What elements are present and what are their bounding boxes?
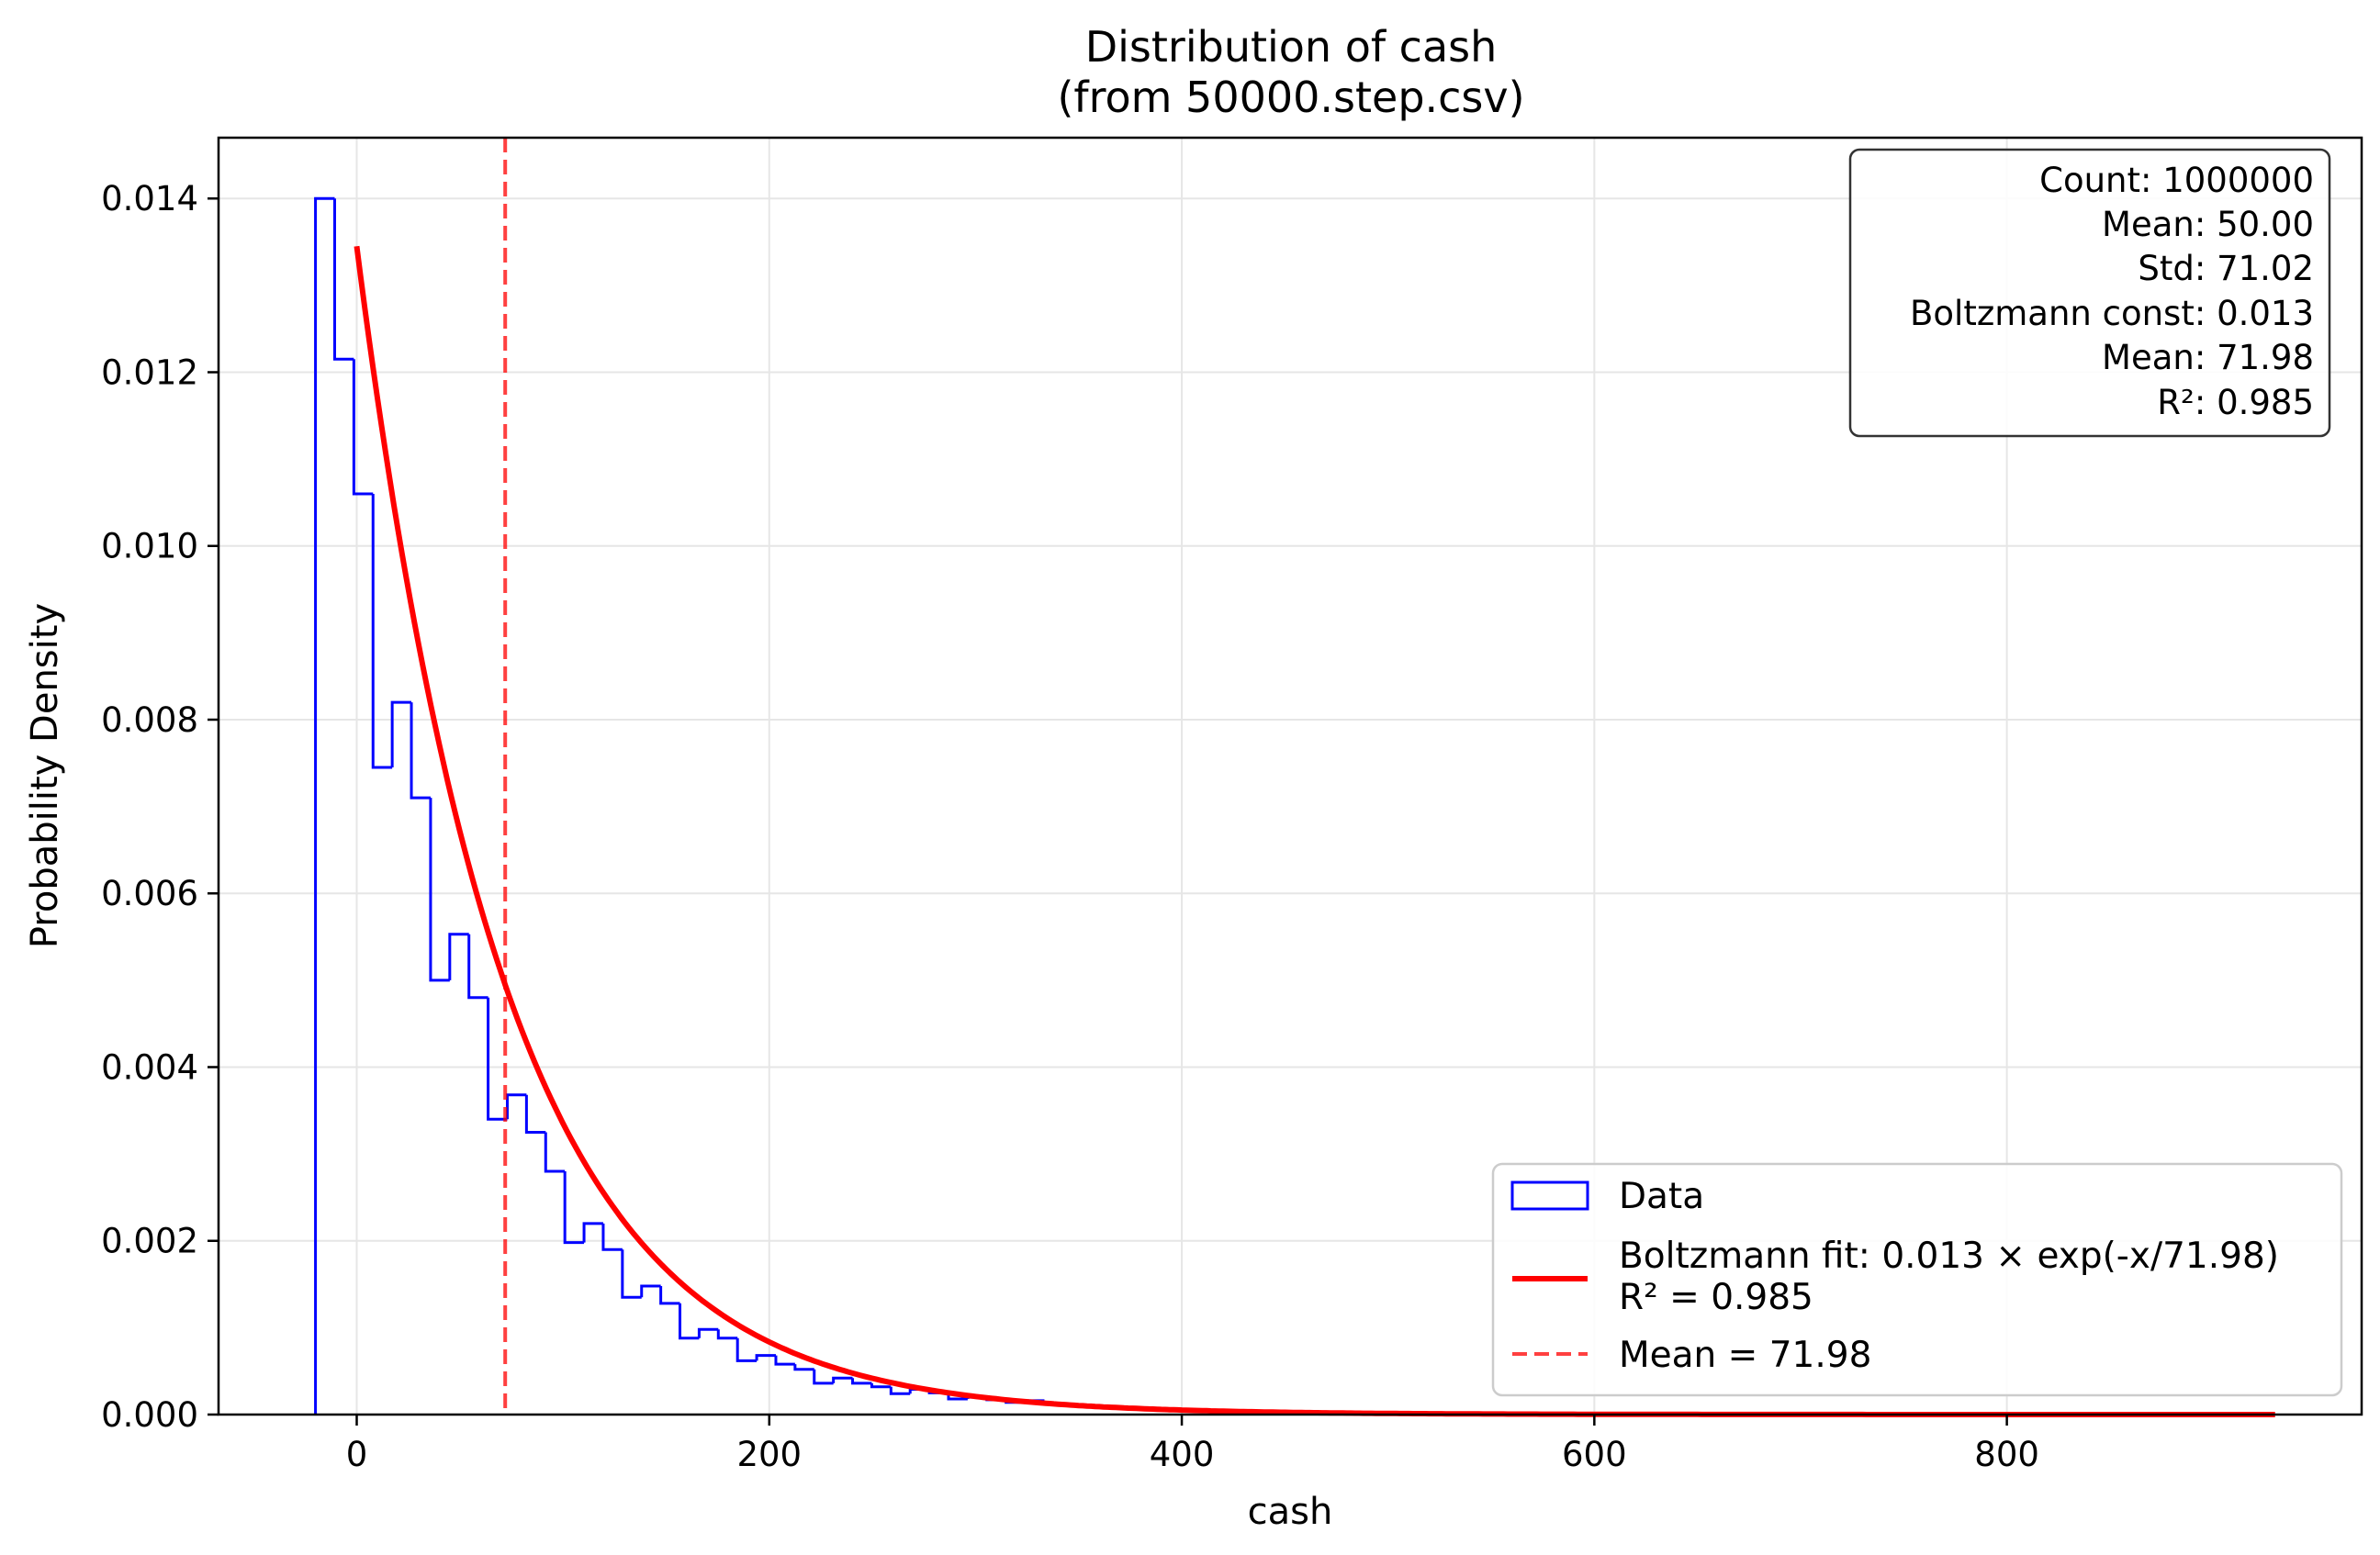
legend-frame — [1491, 1162, 2343, 1397]
x-axis: 0 200 400 600 800 — [346, 1415, 2039, 1474]
histogram-bin — [755, 1354, 776, 1361]
x-tick-label: 800 — [1974, 1435, 2039, 1474]
y-axis: 0.000 0.002 0.004 0.006 0.008 0.010 0.012 0.014 — [101, 179, 219, 1435]
histogram-bin — [832, 1376, 853, 1383]
plot-frame — [217, 136, 2363, 1416]
histogram-bin — [582, 1222, 603, 1243]
histogram-bin — [735, 1337, 758, 1362]
y-tick-label: 0.010 — [101, 527, 198, 566]
histogram-bin — [793, 1364, 814, 1371]
legend-label-fit-r2: R² = 0.985 — [1619, 1277, 1813, 1318]
histogram-bin — [410, 702, 431, 800]
legend-label-mean: Mean = 71.98 — [1619, 1335, 1871, 1376]
chart-title: Distribution of cash — [1085, 22, 1498, 72]
histogram-bin — [467, 934, 488, 1000]
stats-r-squared: R²: 0.985 — [2157, 383, 2314, 422]
x-tick-label: 600 — [1562, 1435, 1627, 1474]
stats-mean: Mean: 50.00 — [2102, 205, 2314, 244]
histogram-layer — [314, 196, 1468, 1415]
legend-label-data: Data — [1619, 1176, 1704, 1217]
histogram-bin — [429, 798, 450, 982]
histogram-bin — [697, 1327, 719, 1338]
y-tick-label: 0.012 — [101, 352, 198, 392]
y-tick-label: 0.004 — [101, 1047, 198, 1087]
histogram-bin — [601, 1223, 623, 1251]
stats-box-frame — [1848, 148, 2331, 438]
y-tick-label: 0.008 — [101, 700, 198, 740]
stats-count: Count: 1000000 — [2039, 161, 2314, 200]
histogram-bin — [621, 1249, 642, 1299]
histogram-bin — [371, 493, 393, 769]
y-tick-label: 0.000 — [101, 1395, 198, 1435]
histogram-bin — [851, 1378, 872, 1385]
histogram-bin — [390, 700, 412, 768]
x-axis-label: cash — [1248, 1491, 1333, 1533]
x-tick-label: 200 — [736, 1435, 802, 1474]
histogram-bin — [332, 198, 354, 361]
legend: Data Boltzmann fit: 0.013 × exp(-x/71.98… — [1491, 1162, 2343, 1397]
y-tick-label: 0.002 — [101, 1222, 198, 1261]
histogram-bin — [716, 1329, 738, 1340]
histogram-bin — [679, 1303, 700, 1340]
histogram-bin — [314, 196, 335, 1415]
stats-box: Count: 1000000 Mean: 50.00 Std: 71.02 Bo… — [1848, 148, 2331, 438]
x-tick-label: 400 — [1150, 1435, 1215, 1474]
histogram-bin — [448, 933, 469, 980]
y-tick-label: 0.006 — [101, 874, 198, 913]
histogram-bin — [352, 359, 374, 496]
stats-boltzmann-const: Boltzmann const: 0.013 — [1910, 294, 2314, 333]
histogram-bin — [813, 1369, 834, 1385]
histogram-bin — [563, 1171, 585, 1245]
histogram-bin — [487, 997, 508, 1121]
stats-fit-mean: Mean: 71.98 — [2102, 338, 2314, 377]
stats-std: Std: 71.02 — [2138, 249, 2314, 288]
histogram-bin — [640, 1284, 661, 1298]
histogram-bin — [544, 1132, 566, 1173]
chart-subtitle: (from 50000.step.csv) — [1057, 73, 1524, 122]
histogram-bin — [505, 1093, 527, 1120]
histogram-bin — [889, 1386, 911, 1395]
histogram-bin — [774, 1355, 795, 1366]
x-tick-label: 0 — [346, 1435, 368, 1474]
histogram-bin — [870, 1382, 892, 1389]
legend-swatch-data — [1510, 1180, 1589, 1211]
legend-label-fit: Boltzmann fit: 0.013 × exp(-x/71.98) — [1619, 1236, 2279, 1277]
y-axis-label: Probability Density — [24, 603, 66, 948]
histogram-bin — [524, 1094, 546, 1134]
histogram-bin — [659, 1285, 680, 1305]
y-tick-label: 0.014 — [101, 179, 198, 218]
